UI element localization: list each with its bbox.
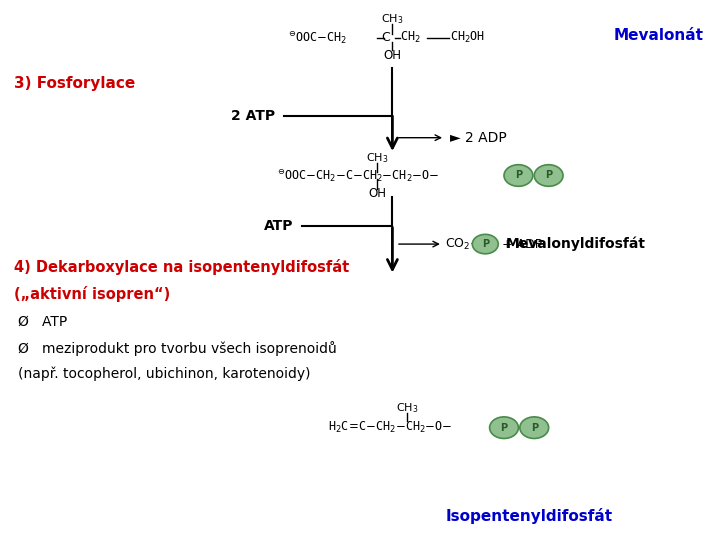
Text: 2 ATP: 2 ATP <box>231 109 275 123</box>
Text: CH$_2$: CH$_2$ <box>400 30 420 45</box>
Text: P: P <box>500 423 508 433</box>
Text: Mevalonát: Mevalonát <box>614 28 704 43</box>
Text: (např. tocopherol, ubichinon, karotenoidy): (např. tocopherol, ubichinon, karotenoid… <box>18 367 310 381</box>
Text: OH: OH <box>369 187 387 200</box>
Circle shape <box>472 234 498 254</box>
Circle shape <box>504 165 533 186</box>
Text: CH$_3$: CH$_3$ <box>381 12 404 26</box>
Circle shape <box>534 165 563 186</box>
Text: 3) Fosforylace: 3) Fosforylace <box>14 76 135 91</box>
Text: $^{\ominus}$OOC$-$CH$_2$: $^{\ominus}$OOC$-$CH$_2$ <box>288 30 347 46</box>
Text: Ø   meziprodukt pro tvorbu všech isoprenoidů: Ø meziprodukt pro tvorbu všech isoprenoi… <box>18 341 337 356</box>
Text: CH$_3$: CH$_3$ <box>366 151 389 165</box>
Text: $^{\ominus}$OOC$-$CH$_2$$-$C$-$CH$_2$$-$CH$_2$$-$O$-$: $^{\ominus}$OOC$-$CH$_2$$-$C$-$CH$_2$$-$… <box>277 167 439 184</box>
Text: („aktivní isopren“): („aktivní isopren“) <box>14 286 171 302</box>
Text: P: P <box>515 171 522 180</box>
Text: + ADP: + ADP <box>502 238 542 251</box>
Text: 4) Dekarboxylace na isopentenyldifosfát: 4) Dekarboxylace na isopentenyldifosfát <box>14 259 350 275</box>
Circle shape <box>490 417 518 438</box>
Text: P: P <box>531 423 538 433</box>
Text: C: C <box>381 31 390 44</box>
Text: CH$_3$: CH$_3$ <box>395 401 418 415</box>
Text: Ø   ATP: Ø ATP <box>18 314 67 328</box>
Text: ► 2 ADP: ► 2 ADP <box>450 131 507 145</box>
Circle shape <box>520 417 549 438</box>
Text: OH: OH <box>384 49 402 62</box>
Text: Mevalonyldifosfát: Mevalonyldifosfát <box>506 237 646 251</box>
Text: Isopentenyldifosfát: Isopentenyldifosfát <box>446 508 613 524</box>
Text: CO$_2$+: CO$_2$+ <box>445 237 481 252</box>
Text: ATP: ATP <box>264 219 293 233</box>
Text: P: P <box>545 171 552 180</box>
Text: CH$_2$OH: CH$_2$OH <box>450 30 485 45</box>
Text: P: P <box>482 239 489 249</box>
Text: H$_2$C$\!=\!$C$-$CH$_2$$-$CH$_2$$-$O$-$: H$_2$C$\!=\!$C$-$CH$_2$$-$CH$_2$$-$O$-$ <box>328 420 452 435</box>
